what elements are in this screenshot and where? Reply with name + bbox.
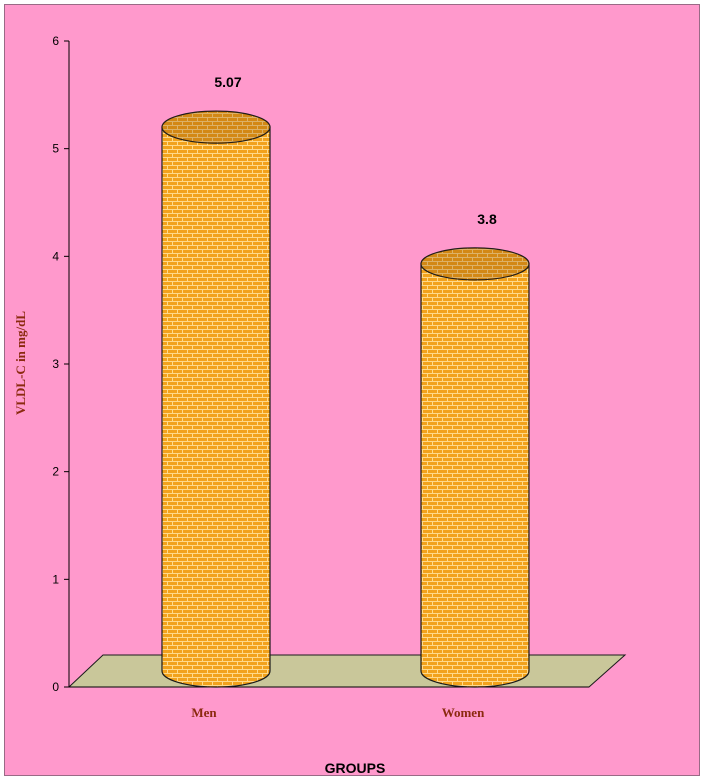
y-tick-label: 5 xyxy=(52,142,59,156)
chart-floor xyxy=(67,654,627,688)
y-tick-label: 4 xyxy=(52,249,59,263)
x-axis-title: GROUPS xyxy=(325,760,386,776)
bar-top xyxy=(420,247,530,281)
y-axis: 0 1 2 3 4 5 6 xyxy=(52,34,589,694)
y-tick-label: 0 xyxy=(52,680,59,694)
bar-women: 3.8 xyxy=(420,211,530,688)
bar-body xyxy=(161,126,271,688)
bar-men: 5.07 xyxy=(161,74,271,688)
data-label: 3.8 xyxy=(477,211,497,227)
y-tick-label: 1 xyxy=(52,572,59,586)
chart-area: 0 1 2 3 4 5 6 5.07 3.8 Men Women VLDL-C in mg/dL… xyxy=(4,4,700,776)
category-labels: Men Women xyxy=(191,705,485,720)
category-label: Men xyxy=(191,705,217,720)
y-tick-label: 3 xyxy=(52,357,59,371)
y-tick-label: 2 xyxy=(52,465,59,479)
bar-top-shade xyxy=(421,247,529,280)
category-label: Women xyxy=(442,705,485,720)
bar-body xyxy=(420,263,530,688)
y-axis-title: VLDL-C in mg/dL xyxy=(13,311,28,415)
y-tick-label: 6 xyxy=(52,34,59,48)
data-label: 5.07 xyxy=(214,74,241,90)
bar-top-shade xyxy=(162,111,270,144)
bar-chart: 0 1 2 3 4 5 6 5.07 3.8 Men Women VLDL-C in mg/dL… xyxy=(13,34,627,776)
bar-series: 5.07 3.8 xyxy=(161,74,530,688)
bar-top xyxy=(161,110,271,144)
